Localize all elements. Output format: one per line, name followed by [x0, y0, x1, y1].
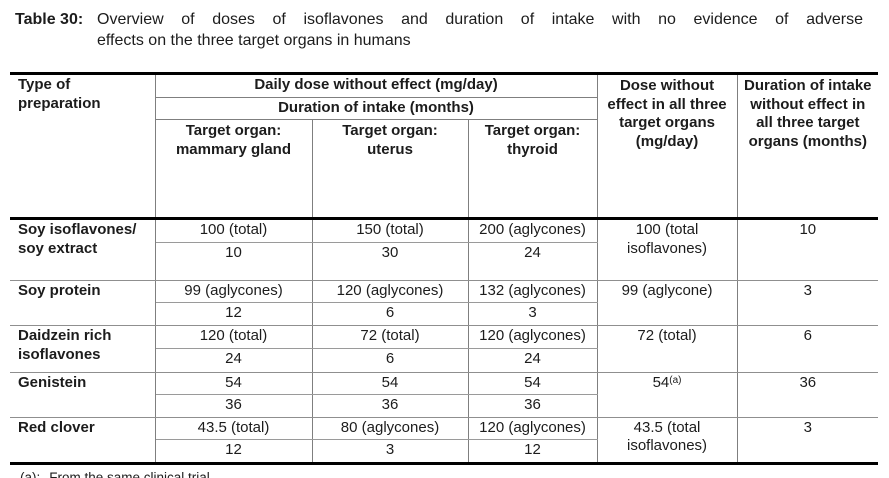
col-header-mammary-gland: Target organ: mammary gland: [154, 119, 313, 221]
duration-all-organs-cell: 36: [736, 372, 879, 418]
uterus-dose-cell: 54: [311, 372, 469, 396]
table-row-dose: Soy protein 99 (aglycones) 120 (aglycone…: [10, 280, 879, 326]
header-row-3: Target organ: mammary gland Target organ…: [10, 119, 878, 221]
header-row-2: Duration of intake (months): [10, 97, 878, 121]
col-header-dose-all-organs: Dose without effect in all three target …: [596, 73, 738, 221]
table-row-duration: 36 36 36: [10, 394, 878, 418]
table-row-duration: 12 6 3: [10, 302, 878, 326]
mammary-duration-cell: 12: [154, 439, 313, 464]
thyroid-duration-cell: 24: [467, 242, 598, 281]
thyroid-duration-cell: 12: [467, 439, 598, 464]
mammary-dose-cell: 99 (aglycones): [154, 280, 313, 304]
duration-all-organs-cell: 6: [736, 325, 879, 373]
table-caption-text: Overview of doses of isoflavones and dur…: [97, 9, 863, 51]
preparation-cell: Soy isoflavones/ soy extract: [10, 218, 156, 281]
thyroid-dose-cell: 54: [467, 372, 598, 396]
table-row-duration: 12 3 12: [10, 439, 878, 464]
uterus-duration-cell: 3: [311, 439, 469, 464]
duration-all-organs-cell: 10: [736, 218, 879, 281]
table-row-duration: 24 6 24: [10, 348, 878, 373]
mammary-duration-cell: 24: [154, 348, 313, 373]
table-footnote: (a): From the same clinical trial.: [20, 470, 889, 478]
preparation-cell: Genistein: [10, 372, 156, 418]
uterus-duration-cell: 6: [311, 302, 469, 326]
mammary-dose-cell: 43.5 (total): [154, 417, 313, 441]
thyroid-dose-cell: 200 (aglycones): [467, 218, 598, 243]
uterus-duration-cell: 30: [311, 242, 469, 281]
dose-all-organs-cell: 54(a): [596, 372, 738, 418]
col-header-duration-all-organs: Duration of intake without effect in all…: [736, 73, 879, 221]
mammary-duration-cell: 10: [154, 242, 313, 281]
table-row-dose: Daidzein rich isoflavones 120 (total) 72…: [10, 325, 879, 373]
caption-line-2: effects on the three target organs in hu…: [97, 32, 411, 49]
mammary-dose-cell: 100 (total): [154, 218, 313, 243]
footnote-text: From the same clinical trial.: [49, 469, 214, 478]
footnote-label: (a):: [20, 469, 41, 478]
table-row-dose: Genistein 54 54 54 54(a) 36: [10, 372, 879, 418]
mammary-dose-cell: 54: [154, 372, 313, 396]
isoflavone-doses-table: Type of preparation Daily dose without e…: [10, 72, 879, 465]
table-row-duration: 10 30 24: [10, 242, 878, 281]
dose-all-organs-cell: 99 (aglycone): [596, 280, 738, 326]
uterus-dose-cell: 72 (total): [311, 325, 469, 349]
uterus-duration-cell: 36: [311, 394, 469, 418]
col-header-daily-dose-group: Daily dose without effect (mg/day): [154, 73, 598, 98]
uterus-dose-cell: 120 (aglycones): [311, 280, 469, 304]
uterus-dose-cell: 80 (aglycones): [311, 417, 469, 441]
preparation-cell: Soy protein: [10, 280, 156, 326]
col-header-preparation: Type of preparation: [10, 73, 156, 221]
footnote-marker: (a): [669, 374, 682, 386]
mammary-duration-cell: 36: [154, 394, 313, 418]
table-row-dose: Soy isoflavones/ soy extract 100 (total)…: [10, 218, 879, 281]
thyroid-dose-cell: 120 (aglycones): [467, 325, 598, 349]
duration-all-organs-cell: 3: [736, 280, 879, 326]
uterus-duration-cell: 6: [311, 348, 469, 373]
table-number: Table 30:: [15, 11, 84, 28]
preparation-cell: Red clover: [10, 417, 156, 464]
thyroid-duration-cell: 24: [467, 348, 598, 373]
table-caption: Table 30: Overview of doses of isoflavon…: [0, 0, 889, 51]
col-header-duration-group: Duration of intake (months): [154, 97, 598, 121]
thyroid-dose-cell: 120 (aglycones): [467, 417, 598, 441]
thyroid-dose-cell: 132 (aglycones): [467, 280, 598, 304]
duration-all-organs-cell: 3: [736, 417, 879, 464]
thyroid-duration-cell: 36: [467, 394, 598, 418]
mammary-dose-cell: 120 (total): [154, 325, 313, 349]
col-header-uterus: Target organ: uterus: [311, 119, 469, 221]
uterus-dose-cell: 150 (total): [311, 218, 469, 243]
col-header-thyroid: Target organ: thyroid: [467, 119, 598, 221]
dose-all-organs-cell: 100 (total isoflavones): [596, 218, 738, 281]
caption-line-1: Overview of doses of isoflavones and dur…: [97, 11, 863, 28]
mammary-duration-cell: 12: [154, 302, 313, 326]
thyroid-duration-cell: 3: [467, 302, 598, 326]
table-row-dose: Red clover 43.5 (total) 80 (aglycones) 1…: [10, 417, 879, 464]
dose-all-organs-cell: 72 (total): [596, 325, 738, 373]
dose-all-organs-cell: 43.5 (total isoflavones): [596, 417, 738, 464]
header-row-1: Type of preparation Daily dose without e…: [10, 73, 879, 221]
preparation-cell: Daidzein rich isoflavones: [10, 325, 156, 373]
